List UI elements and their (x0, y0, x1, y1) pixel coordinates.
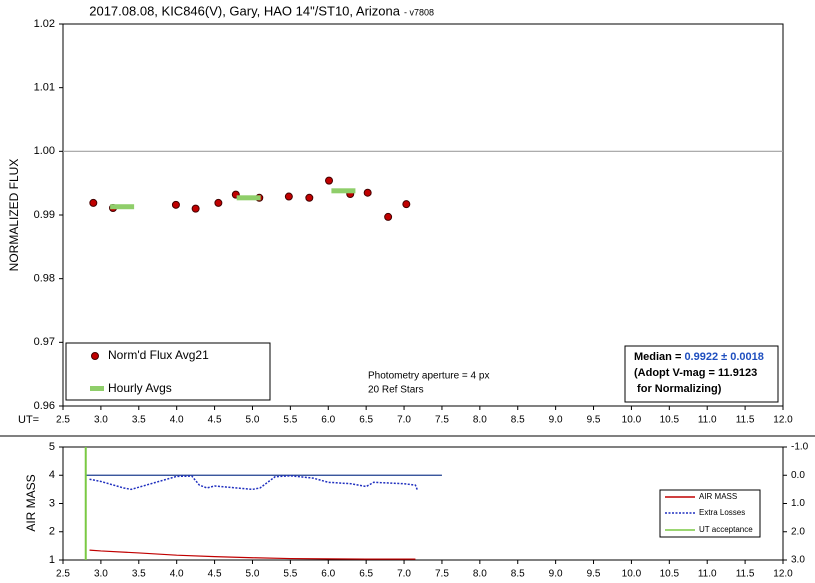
y-tick-label: 1.01 (34, 82, 55, 94)
y-tick-label: 1.02 (34, 18, 55, 30)
x-tick-label: 7.0 (397, 569, 411, 580)
y2-tick-label: 0.0 (791, 470, 805, 481)
y-axis-label: NORMALIZED FLUX (7, 159, 21, 272)
x-tick-label: 9.5 (587, 569, 601, 580)
data-point (305, 193, 314, 202)
x-tick-label: 12.0 (773, 569, 793, 580)
data-point (325, 176, 334, 185)
data-point (284, 192, 293, 201)
legend-label: Extra Losses (699, 508, 745, 517)
hourly-avg (331, 188, 356, 194)
x-tick-label: 5.0 (246, 415, 260, 426)
x-tick-label: 11.5 (736, 569, 755, 580)
x-tick-label: 9.0 (549, 569, 563, 580)
x-tick-label: 7.0 (397, 415, 411, 426)
x-tick-label: 4.0 (170, 569, 184, 580)
x-tick-label: 10.0 (622, 415, 642, 426)
y2-tick-label: 1.0 (791, 498, 805, 509)
data-point (171, 200, 180, 209)
x-tick-label: 7.5 (435, 569, 449, 580)
data-point (191, 204, 200, 213)
data-point (89, 198, 98, 207)
title-suffix: - v7808 (404, 7, 434, 17)
legend-label: AIR MASS (699, 492, 737, 501)
x-tick-label: 6.5 (359, 569, 373, 580)
x-tick-label: 6.0 (321, 415, 335, 426)
legend-marker (90, 386, 104, 391)
y-tick-label: 0.99 (34, 209, 55, 221)
y-tick-label: 5 (49, 441, 55, 453)
y2-tick-label: 2.0 (791, 526, 805, 537)
y-tick-label: 2 (49, 526, 55, 538)
y2-tick-label: 3.0 (791, 555, 805, 566)
x-tick-label: 8.5 (511, 569, 525, 580)
x-tick-label: 3.5 (132, 569, 146, 580)
y-tick-label: 1.00 (34, 145, 55, 157)
median-line: (Adopt V-mag = 11.9123 (634, 367, 757, 379)
x-tick-label: 3.5 (132, 415, 146, 426)
x-tick-label: 8.5 (511, 415, 525, 426)
median-label: Median = 0.9922 ± 0.0018 (634, 351, 764, 363)
x-tick-label: 2.5 (56, 569, 70, 580)
legend-label: UT acceptance (699, 525, 753, 534)
x-tick-label: 12.0 (773, 415, 793, 426)
x-tick-label: 10.5 (660, 569, 680, 580)
y-axis-label: AIR MASS (24, 474, 38, 531)
chart-title: 2017.08.08, KIC846(V), Gary, HAO 14"/ST1… (89, 3, 401, 18)
x-tick-label: 2.5 (56, 415, 70, 426)
x-tick-label: 11.5 (736, 415, 755, 426)
y-tick-label: 1 (49, 554, 55, 566)
hourly-avg (236, 195, 261, 201)
median-value: 0.9922 ± 0.0018 (684, 351, 763, 363)
x-tick-label: 6.0 (321, 569, 335, 580)
y-tick-label: 4 (49, 469, 55, 481)
legend-label: Norm'd Flux Avg21 (108, 348, 209, 362)
x-tick-label: 3.0 (94, 415, 108, 426)
x-tick-label: 10.5 (660, 415, 680, 426)
x-tick-label: 8.0 (473, 415, 487, 426)
y-tick-label: 0.98 (34, 273, 55, 285)
x-tick-label: 4.0 (170, 415, 184, 426)
x-tick-label: 4.5 (208, 415, 222, 426)
data-point (363, 188, 372, 197)
x-tick-label: 7.5 (435, 415, 449, 426)
y2-tick-label: -1.0 (791, 442, 809, 453)
data-point (402, 200, 411, 209)
legend-label: Hourly Avgs (108, 381, 172, 395)
hourly-avg (110, 204, 135, 210)
annotation: 20 Ref Stars (368, 385, 424, 396)
x-tick-label: 8.0 (473, 569, 487, 580)
x-tick-label: 5.0 (246, 569, 260, 580)
median-label: Median = (634, 351, 684, 363)
x-tick-label: 9.0 (549, 415, 563, 426)
y-tick-label: 0.96 (34, 400, 55, 412)
x-tick-label: 4.5 (208, 569, 222, 580)
x-tick-label: 6.5 (359, 415, 373, 426)
annotation: Photometry aperture = 4 px (368, 371, 489, 382)
x-tick-label: 11.0 (698, 569, 717, 580)
x-tick-label: 5.5 (283, 415, 297, 426)
median-line: for Normalizing) (634, 383, 722, 395)
x-tick-label: 3.0 (94, 569, 108, 580)
x-tick-label: 11.0 (698, 415, 717, 426)
x-axis-label: UT= (18, 414, 39, 426)
median-box (624, 345, 779, 403)
series-line (89, 549, 416, 560)
data-point (214, 198, 223, 207)
y-tick-label: 3 (49, 497, 55, 509)
x-tick-label: 5.5 (283, 569, 297, 580)
legend-marker (91, 352, 99, 360)
series-line (89, 475, 419, 492)
data-point (384, 212, 393, 221)
y-tick-label: 0.97 (34, 336, 55, 348)
x-tick-label: 10.0 (622, 569, 642, 580)
x-tick-label: 9.5 (587, 415, 601, 426)
